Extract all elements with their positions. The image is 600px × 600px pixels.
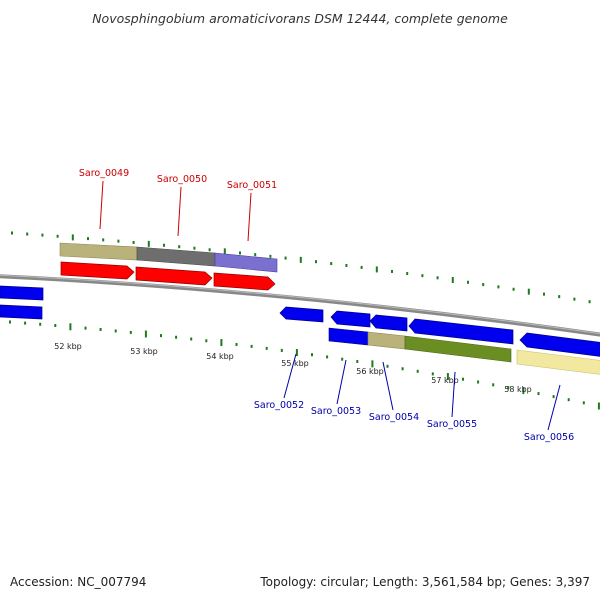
gene-arrow-left-partial-2[interactable]	[0, 304, 43, 320]
tick-label: 57 kbp	[431, 376, 459, 385]
gene-arrow-saro-0052[interactable]	[279, 306, 324, 323]
tick-label: 53 kbp	[130, 347, 158, 356]
forward-gene-track	[60, 261, 276, 291]
gene-arrow-saro-0055[interactable]	[408, 318, 514, 345]
gene-label[interactable]: Saro_0049	[79, 168, 129, 179]
gene-leader-line	[382, 361, 394, 411]
gene-leader-line	[451, 371, 456, 418]
gene-arrow-saro-0050[interactable]	[135, 266, 213, 286]
reverse-cog-track	[328, 327, 600, 375]
genome-title: Novosphingobium aromaticivorans DSM 1244…	[92, 11, 508, 26]
gene-label[interactable]: Saro_0051	[227, 180, 277, 191]
accession-text: Accession: NC_007794	[10, 575, 146, 589]
gene-label[interactable]: Saro_0052	[254, 400, 304, 411]
gene-label[interactable]: Saro_0056	[524, 432, 574, 443]
gene-label[interactable]: Saro_0050	[157, 174, 207, 185]
gene-label[interactable]: Saro_0053	[311, 406, 361, 417]
tick-label: 54 kbp	[206, 352, 234, 361]
cog-band-blue-0053	[328, 327, 369, 346]
gene-label[interactable]: Saro_0054	[369, 412, 419, 423]
reverse-gene-track	[0, 285, 600, 357]
cog-band-tan-0054	[367, 331, 406, 350]
forward-gene-labels: Saro_0049 Saro_0050 Saro_0051	[79, 168, 277, 242]
gene-arrow-left-partial-1[interactable]	[0, 285, 44, 301]
topology-summary: Topology: circular; Length: 3,561,584 bp…	[259, 575, 590, 589]
cog-band-pale-yellow-0056	[516, 349, 600, 375]
gene-arrow-saro-0056[interactable]	[519, 332, 600, 357]
tick-label: 52 kbp	[54, 342, 82, 351]
gene-leader-line	[99, 180, 104, 230]
gene-arrow-saro-0053[interactable]	[330, 310, 371, 328]
forward-cog-track	[59, 242, 278, 273]
gene-arrow-saro-0051[interactable]	[213, 272, 276, 291]
gene-leader-line	[177, 186, 182, 237]
cog-band-gray	[136, 246, 216, 267]
tick-label: 56 kbp	[356, 367, 384, 376]
cog-band-olive-0055	[404, 335, 512, 363]
tick-labels: 52 kbp 53 kbp 54 kbp 55 kbp 56 kbp 57 kbp 58 k…	[54, 342, 532, 394]
tick-label: 55 kbp	[281, 359, 309, 368]
gene-leader-line	[283, 353, 297, 399]
gene-leader-line	[247, 192, 252, 242]
tick-label: 58 kbp	[504, 385, 532, 394]
gene-arrow-saro-0049[interactable]	[60, 261, 135, 280]
cog-band-purple	[214, 252, 278, 273]
gene-leader-line	[336, 359, 347, 405]
gene-arrow-saro-0054[interactable]	[369, 314, 408, 332]
genome-backbone	[0, 274, 600, 337]
inner-tick-ring	[9, 320, 600, 410]
gene-label[interactable]: Saro_0055	[427, 419, 477, 430]
outer-tick-ring	[11, 231, 591, 304]
genome-backbone-highlight	[0, 274, 600, 335]
cog-band-tan	[59, 242, 138, 261]
reverse-gene-labels: Saro_0052 Saro_0053 Saro_0054 Saro_0055 Saro…	[254, 353, 574, 443]
gene-leader-line	[547, 384, 561, 431]
